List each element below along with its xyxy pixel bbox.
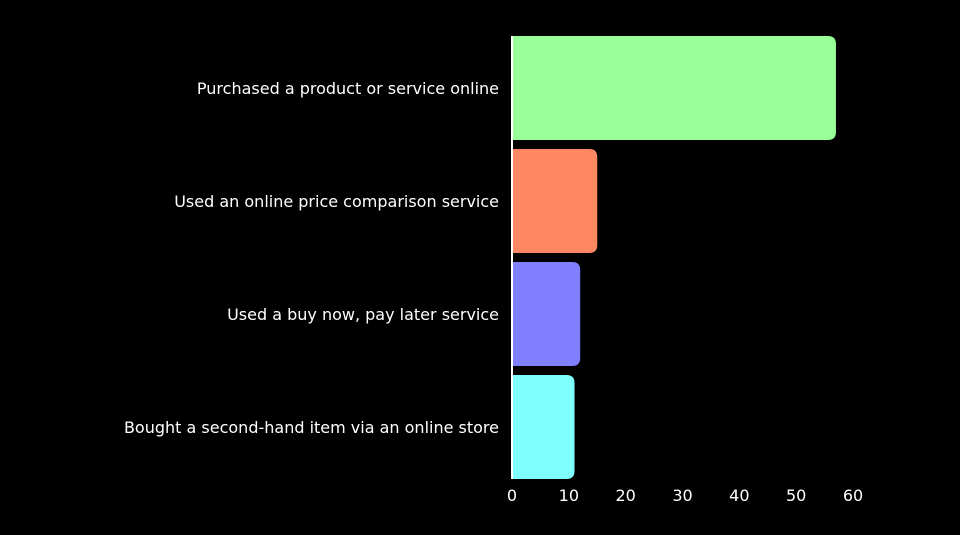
x-tick-label: 10 bbox=[559, 486, 579, 505]
x-tick-label: 0 bbox=[507, 486, 517, 505]
bar bbox=[512, 375, 575, 479]
x-tick-label: 50 bbox=[786, 486, 806, 505]
category-label: Used an online price comparison service bbox=[174, 192, 499, 211]
bar bbox=[512, 149, 598, 253]
x-tick-label: 20 bbox=[615, 486, 635, 505]
x-tick-label: 40 bbox=[729, 486, 749, 505]
category-label: Purchased a product or service online bbox=[197, 79, 499, 98]
bar bbox=[512, 36, 836, 140]
x-tick-label: 60 bbox=[843, 486, 863, 505]
bar bbox=[512, 262, 581, 366]
category-label: Used a buy now, pay later service bbox=[227, 305, 499, 324]
category-label: Bought a second-hand item via an online … bbox=[124, 418, 499, 437]
x-tick-label: 30 bbox=[672, 486, 692, 505]
